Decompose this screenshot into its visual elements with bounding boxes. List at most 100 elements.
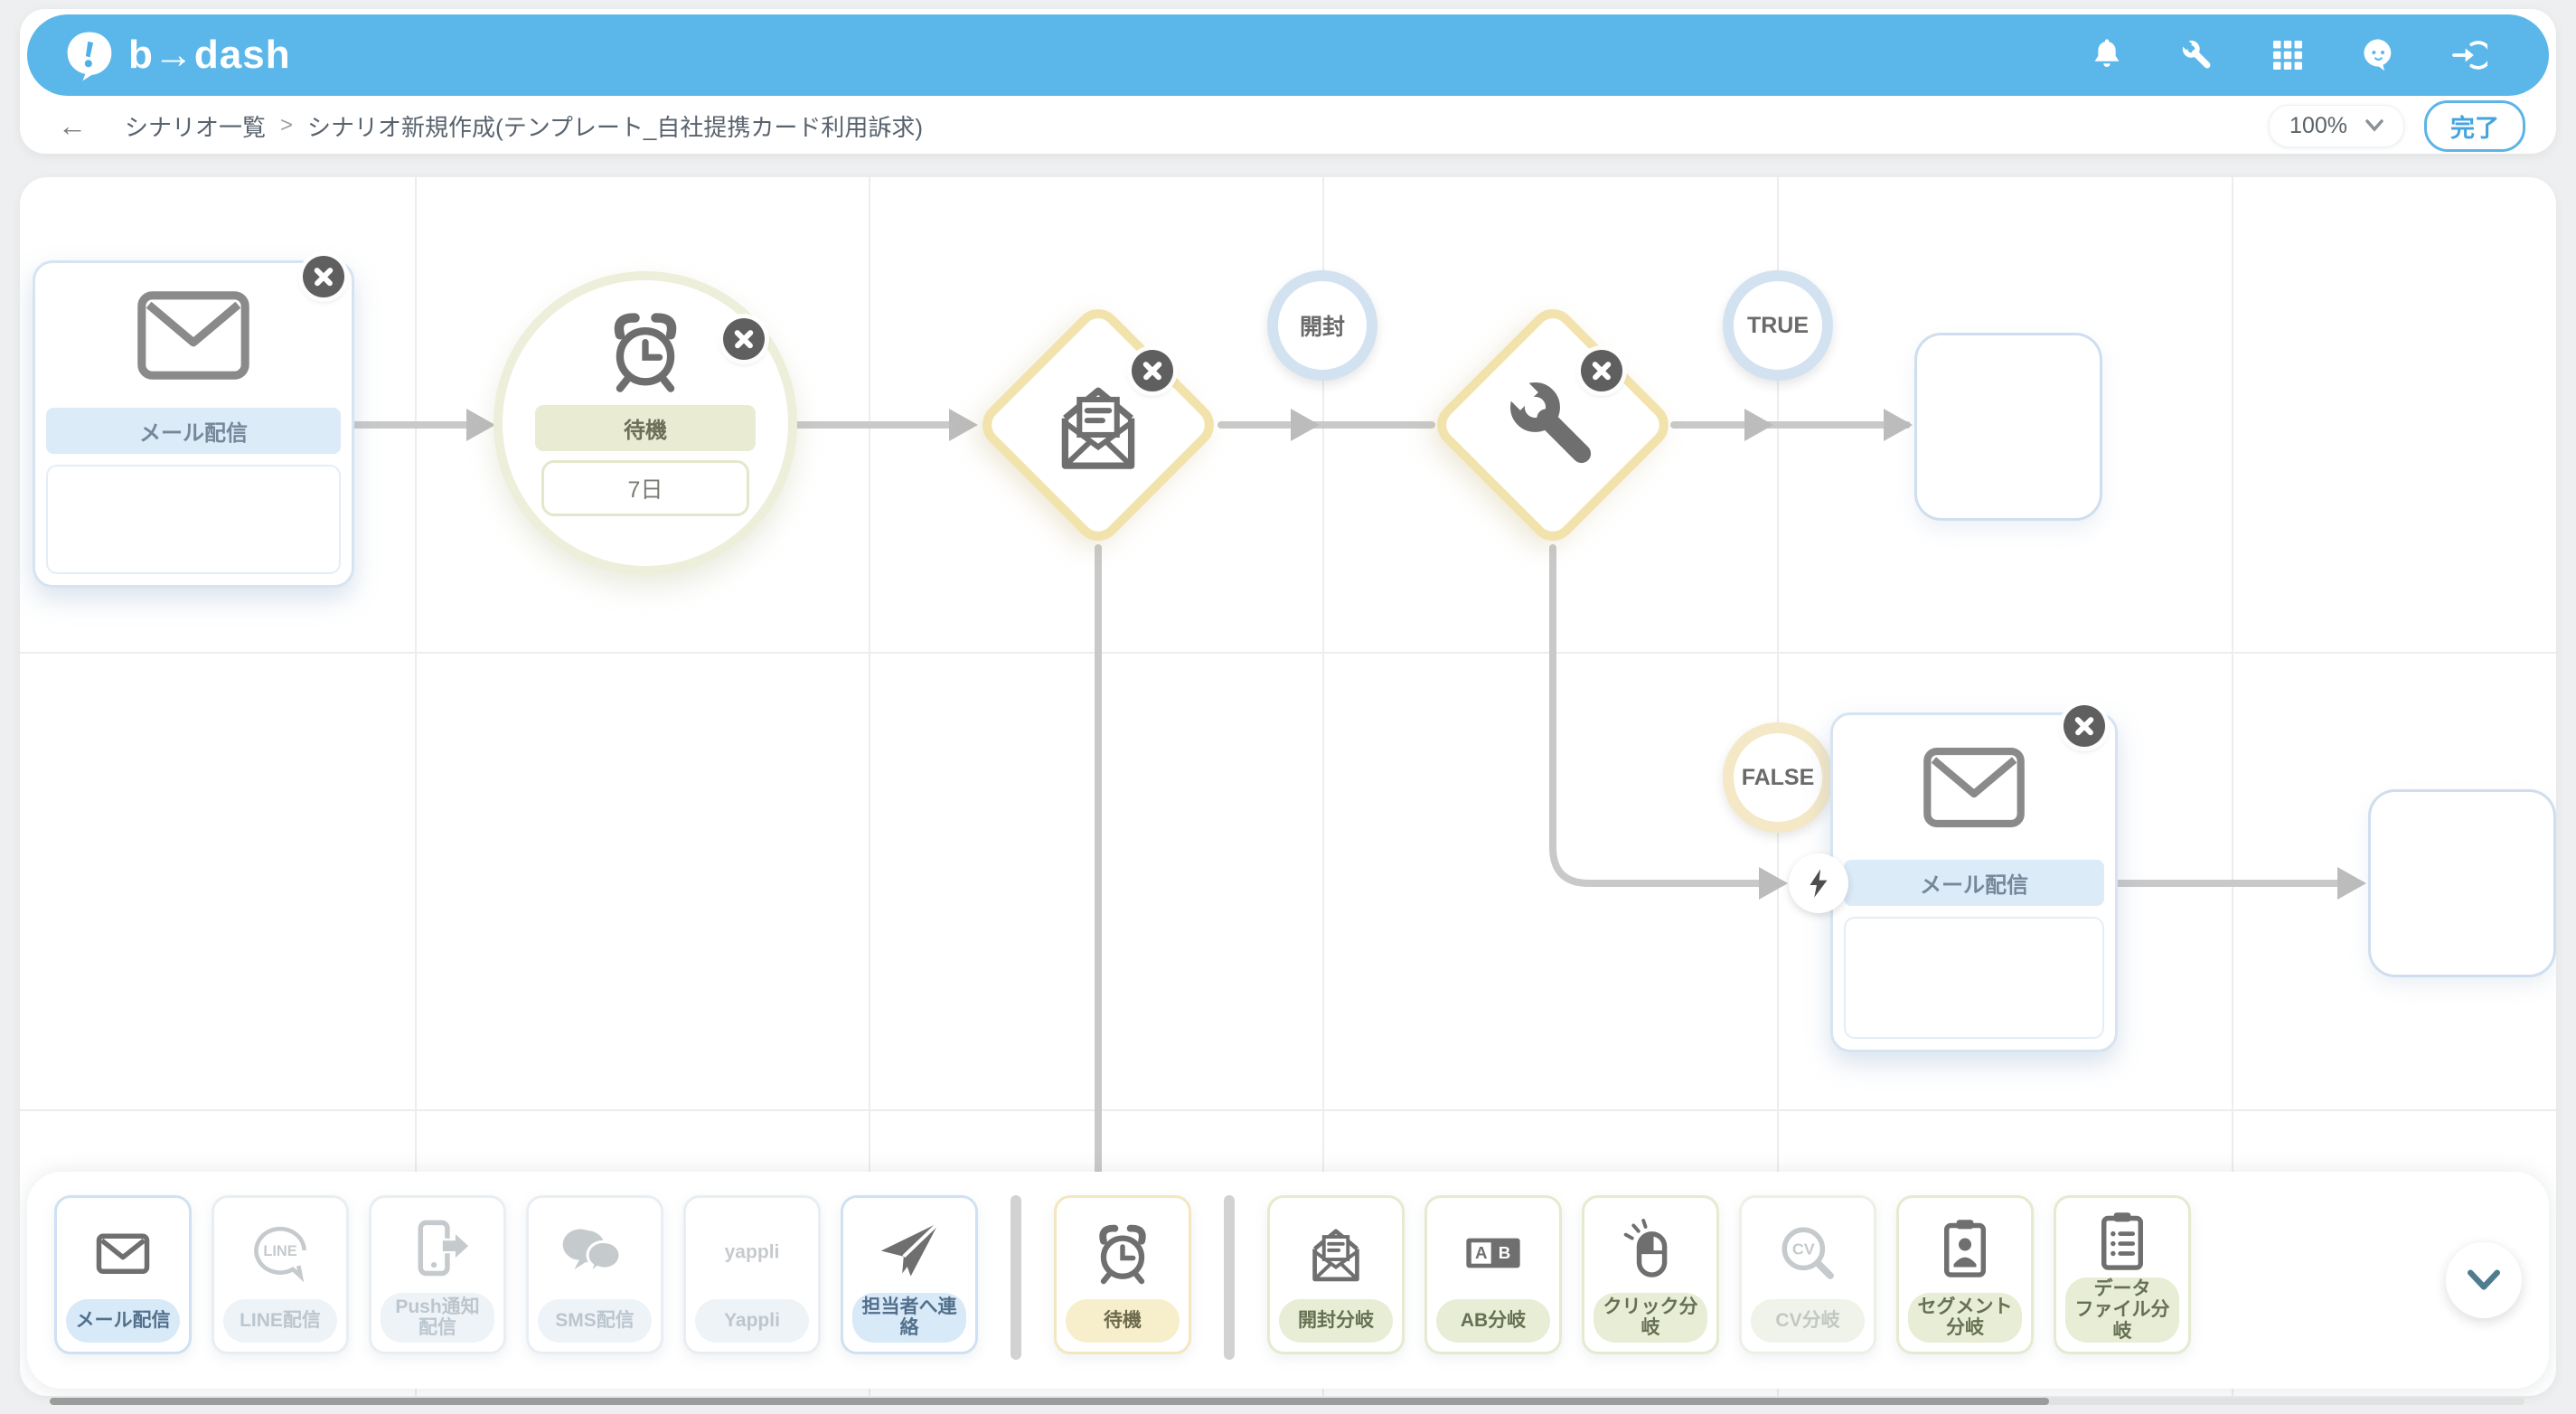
palette-scrollbar-thumb[interactable] xyxy=(50,1398,2049,1405)
palette-item-line: LINE LINE配信 xyxy=(212,1195,349,1354)
palette-item-push: Push通知配信 xyxy=(369,1195,506,1354)
palette-item-yappli: yappli Yappli xyxy=(683,1195,821,1354)
wait-type-label: 待機 xyxy=(535,405,756,451)
palette-item-label: AB分岐 xyxy=(1436,1299,1550,1343)
open-envelope-icon xyxy=(1279,1207,1393,1299)
node-mail-delivery-2[interactable]: メール配信 xyxy=(1830,712,2118,1052)
palette-item-label: 待機 xyxy=(1066,1299,1180,1343)
node-wait[interactable]: 待機 7日 xyxy=(494,271,797,575)
palette-item-sms: SMS配信 xyxy=(526,1195,663,1354)
palette-item-datafile-branch[interactable]: データ ファイル分岐 xyxy=(2054,1195,2191,1354)
bdash-logo-icon xyxy=(67,32,112,81)
palette-item-label: Push通知配信 xyxy=(381,1292,494,1343)
condition-pin-true[interactable]: TRUE xyxy=(1723,270,1833,381)
palette-item-label: SMS配信 xyxy=(538,1299,652,1343)
close-icon[interactable] xyxy=(1132,350,1173,391)
palette-divider xyxy=(1011,1195,1021,1360)
breadcrumb-scenario-list[interactable]: シナリオ一覧 xyxy=(125,113,267,141)
empty-node-placeholder-1[interactable] xyxy=(1914,333,2102,521)
apps-grid-icon[interactable] xyxy=(2269,36,2307,74)
wrench-icon[interactable] xyxy=(2178,36,2216,74)
pin-label: 開封 xyxy=(1299,315,1345,340)
clipboard-person-icon xyxy=(1908,1207,2022,1293)
palette-divider xyxy=(1224,1195,1235,1360)
cv-magnifier-icon: CV xyxy=(1751,1207,1865,1299)
node-palette: メール配信 LINE LINE配信 Push通知配信 SMS配信 yappli Yappli… xyxy=(27,1172,2549,1389)
alarm-clock-icon xyxy=(614,313,677,392)
bdash-logo[interactable]: b→dash xyxy=(63,29,291,81)
chevron-down-icon xyxy=(2468,1269,2500,1290)
palette-item-label: クリック分岐 xyxy=(1594,1292,1707,1343)
svg-text:yappli: yappli xyxy=(725,1241,780,1262)
condition-pin-false[interactable]: FALSE xyxy=(1723,722,1833,833)
alarm-clock-icon xyxy=(1066,1207,1180,1299)
svg-text:B: B xyxy=(1499,1243,1511,1262)
mascot-icon[interactable] xyxy=(2359,36,2397,74)
close-icon[interactable] xyxy=(723,318,765,360)
clipboard-list-icon xyxy=(2065,1207,2179,1277)
open-envelope-icon xyxy=(1019,345,1178,504)
palette-item-label: CV分岐 xyxy=(1751,1299,1865,1343)
palette-item-label: データ ファイル分岐 xyxy=(2065,1277,2179,1343)
breadcrumb-separator: > xyxy=(280,113,294,137)
node-content-placeholder xyxy=(46,465,341,574)
svg-text:A: A xyxy=(1475,1243,1488,1262)
logout-icon[interactable] xyxy=(2449,36,2487,74)
palette-item-segment-branch[interactable]: セグメント 分岐 xyxy=(1896,1195,2034,1354)
bdash-logo-text: b→dash xyxy=(128,33,291,77)
empty-node-placeholder-2[interactable] xyxy=(2368,789,2556,977)
mouse-click-icon xyxy=(1594,1207,1707,1293)
condition-pin-open[interactable]: 開封 xyxy=(1267,270,1377,381)
push-phone-icon xyxy=(381,1207,494,1293)
zoom-value: 100% xyxy=(2289,112,2347,138)
palette-item-label: LINE配信 xyxy=(223,1299,337,1343)
envelope-icon xyxy=(35,263,352,408)
close-icon[interactable] xyxy=(1581,350,1622,391)
palette-item-mail[interactable]: メール配信 xyxy=(54,1195,192,1354)
palette-item-label: 担当者へ連絡 xyxy=(852,1292,966,1343)
palette-item-label: セグメント 分岐 xyxy=(1908,1292,2022,1343)
close-icon[interactable] xyxy=(303,256,344,297)
palette-item-label: 開封分岐 xyxy=(1279,1299,1393,1343)
wrench-icon xyxy=(1473,345,1632,504)
bell-icon[interactable] xyxy=(2088,36,2126,74)
pin-label: TRUE xyxy=(1746,312,1810,338)
line-icon: LINE xyxy=(223,1207,337,1299)
yappli-logo-icon: yappli xyxy=(695,1207,809,1299)
trigger-bolt-icon xyxy=(1789,853,1848,913)
back-arrow-icon[interactable]: ← xyxy=(58,108,87,142)
palette-item-wait[interactable]: 待機 xyxy=(1054,1195,1191,1354)
palette-item-contact[interactable]: 担当者へ連絡 xyxy=(841,1195,978,1354)
svg-text:LINE: LINE xyxy=(263,1243,296,1259)
node-mail-delivery-1[interactable]: メール配信 xyxy=(33,260,354,588)
topbar: b→dash xyxy=(27,14,2549,96)
node-content-placeholder xyxy=(1844,917,2104,1039)
breadcrumb-right-controls: 100% 完了 xyxy=(2269,99,2525,152)
wait-duration-value: 7日 xyxy=(541,460,749,516)
palette-item-click-branch[interactable]: クリック分岐 xyxy=(1582,1195,1719,1354)
done-button[interactable]: 完了 xyxy=(2424,99,2525,152)
envelope-icon xyxy=(1833,715,2115,860)
header-card: b→dash xyxy=(20,9,2556,154)
palette-collapse-button[interactable] xyxy=(2446,1242,2522,1318)
scenario-canvas[interactable]: メール配信 待機 7日 xyxy=(20,177,2556,1396)
node-type-label: メール配信 xyxy=(1844,860,2104,906)
palette-item-label: Yappli xyxy=(695,1299,809,1343)
paper-plane-icon xyxy=(852,1207,966,1293)
palette-item-open-branch[interactable]: 開封分岐 xyxy=(1267,1195,1405,1354)
envelope-icon xyxy=(66,1207,180,1299)
pin-label: FALSE xyxy=(1741,764,1815,790)
zoom-select[interactable]: 100% xyxy=(2269,104,2404,147)
palette-scrollbar-track xyxy=(50,1398,2524,1405)
node-tool-branch[interactable] xyxy=(1427,299,1678,551)
close-icon[interactable] xyxy=(2064,705,2105,747)
palette-item-cv-branch: CV CV分岐 xyxy=(1739,1195,1876,1354)
topbar-icons xyxy=(2088,36,2513,74)
node-type-label: メール配信 xyxy=(46,408,341,454)
node-open-branch[interactable] xyxy=(973,299,1224,551)
breadcrumb-bar: ← シナリオ一覧 > シナリオ新規作成(テンプレート_自社提携カード利用訴求) … xyxy=(27,99,2549,152)
palette-item-ab-branch[interactable]: A B AB分岐 xyxy=(1424,1195,1562,1354)
chevron-down-icon xyxy=(2365,119,2383,132)
